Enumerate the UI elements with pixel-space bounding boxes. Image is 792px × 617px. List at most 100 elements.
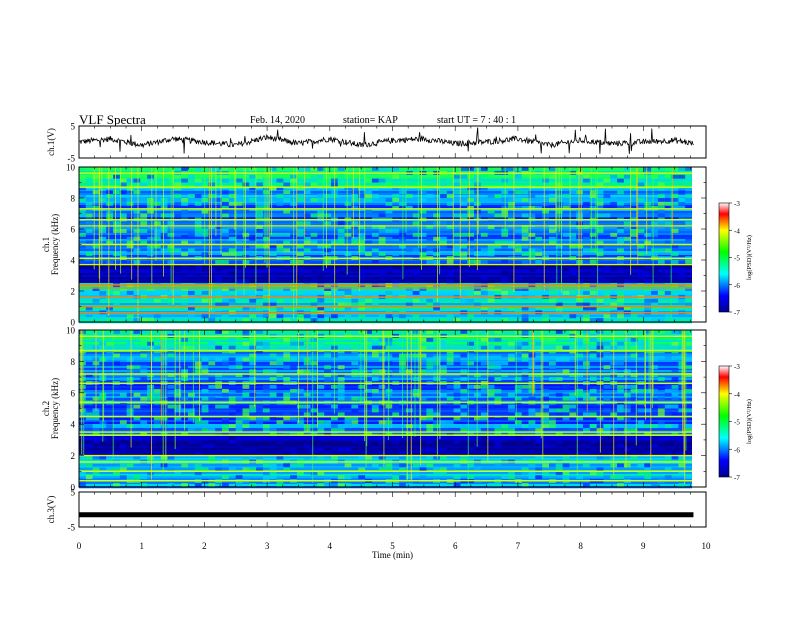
spectrogram-cell <box>514 349 522 354</box>
spectrogram-cell <box>617 302 624 307</box>
spectrogram-cell <box>453 463 461 468</box>
spectrogram-cell <box>487 279 495 284</box>
spectrogram-cell <box>501 178 509 183</box>
spectrogram-cell <box>317 275 325 280</box>
spectrogram-cell <box>106 194 113 198</box>
spectrogram-cell <box>412 471 420 476</box>
spectrogram-cell <box>194 483 202 487</box>
spectrogram-cell <box>167 349 175 354</box>
spectrogram-cell <box>126 377 134 381</box>
panel-frame <box>78 491 707 528</box>
spectrogram-cell <box>657 213 665 218</box>
spectrogram-cell <box>337 388 345 393</box>
spectrogram-cell <box>644 279 652 284</box>
spectrogram-cell <box>167 436 175 440</box>
spectrogram-cell <box>344 420 352 425</box>
spectrogram-cell <box>153 451 161 456</box>
spectrogram-band <box>79 281 692 284</box>
spectrogram-cell <box>535 248 543 253</box>
spectrogram-cell <box>453 190 461 195</box>
spectrogram-cell <box>480 337 488 342</box>
spectrogram-cell <box>569 225 577 229</box>
spectrogram-cell <box>256 447 263 452</box>
spectrogram-cell <box>378 369 386 374</box>
spectrogram-cell <box>637 341 645 346</box>
spectrogram-cell <box>685 263 692 268</box>
spectrogram-cell <box>85 330 93 334</box>
spectrogram-cell <box>385 182 393 187</box>
spectrogram-cell <box>201 428 209 432</box>
spectrogram-cell <box>589 439 597 444</box>
spectrogram-cell <box>147 330 154 334</box>
spectrogram-cell <box>678 275 686 280</box>
spectrogram-cell <box>589 291 597 295</box>
spectrogram-cell <box>562 194 570 198</box>
spectrogram-cell <box>331 432 338 436</box>
spectrogram-cell <box>494 428 502 432</box>
spectrogram-cell <box>671 260 679 264</box>
spectrogram-cell <box>194 471 202 476</box>
spectrogram-cell <box>419 244 427 249</box>
spectrogram-cell <box>392 353 400 358</box>
spectrogram-cell <box>630 373 638 378</box>
spectrogram-cell <box>126 186 134 191</box>
spectrogram-cell <box>535 167 543 171</box>
spectrogram-cell <box>623 330 631 334</box>
spectrogram-cell <box>460 369 468 374</box>
spectrogram-cell <box>79 174 86 179</box>
spectrogram-cell <box>147 337 154 342</box>
spectrogram-cell <box>446 420 454 425</box>
spectrogram-cell <box>508 337 515 342</box>
spectrogram-cell <box>222 229 229 233</box>
spectrogram-cell <box>576 279 583 284</box>
spectrogram-cell <box>685 455 692 460</box>
spectrogram-cell <box>412 275 420 280</box>
spectrogram-cell <box>583 443 590 448</box>
spectrogram-cell <box>276 314 284 319</box>
spectrogram-cell <box>494 194 502 198</box>
spectrogram-cell <box>535 432 543 436</box>
spectrogram-cell <box>310 384 318 389</box>
colorbar-tick-label: -5 <box>734 255 740 263</box>
spectrogram-cell <box>521 190 529 195</box>
spectrogram-cell <box>92 298 100 303</box>
spectrogram-cell <box>235 388 243 393</box>
spectrogram-cell <box>467 263 474 268</box>
spectrogram-cell <box>249 483 257 487</box>
spectrogram-cell <box>440 271 447 276</box>
spectrogram-cell <box>671 412 679 417</box>
spectrogram-cell <box>262 384 270 389</box>
spectrogram-cell <box>501 267 509 272</box>
spectrogram-cell <box>630 337 638 342</box>
spectrogram-cell <box>358 314 366 319</box>
spectrogram-cell <box>528 205 536 210</box>
spectrogram-cell <box>589 225 597 229</box>
spectrogram-cell <box>385 209 393 214</box>
spectrogram-cell <box>528 260 536 264</box>
spectrogram-cell <box>419 369 427 374</box>
spectrogram-cell <box>494 361 502 366</box>
spectrogram-cell <box>303 443 311 448</box>
spectrogram-cell <box>671 330 679 334</box>
spectrogram-cell <box>603 314 611 319</box>
spectrogram-cell <box>153 420 161 425</box>
spectrogram-cell <box>419 190 427 195</box>
spectrogram-cell <box>651 263 658 268</box>
spectrogram-cell <box>181 287 188 291</box>
spectrogram-cell <box>644 357 652 362</box>
spectrogram-cell <box>426 412 434 417</box>
spectrogram-cell <box>167 447 175 452</box>
spectrogram-cell <box>657 345 665 350</box>
spectrogram-cell <box>467 428 474 432</box>
spectrogram-cell <box>542 471 549 476</box>
colorbar-tick-label: -5 <box>734 419 740 427</box>
spectrogram-cell <box>140 318 148 322</box>
spectrogram-cell <box>474 467 481 472</box>
colorbar-tick-label: -6 <box>734 282 740 290</box>
spectrogram-cell <box>79 447 86 452</box>
spectrogram-cell <box>637 447 645 452</box>
spectrogram-cell <box>140 287 148 291</box>
spectrogram-cell <box>147 388 154 393</box>
spectrogram-cell <box>249 377 257 381</box>
spectrogram-cell <box>290 392 297 397</box>
